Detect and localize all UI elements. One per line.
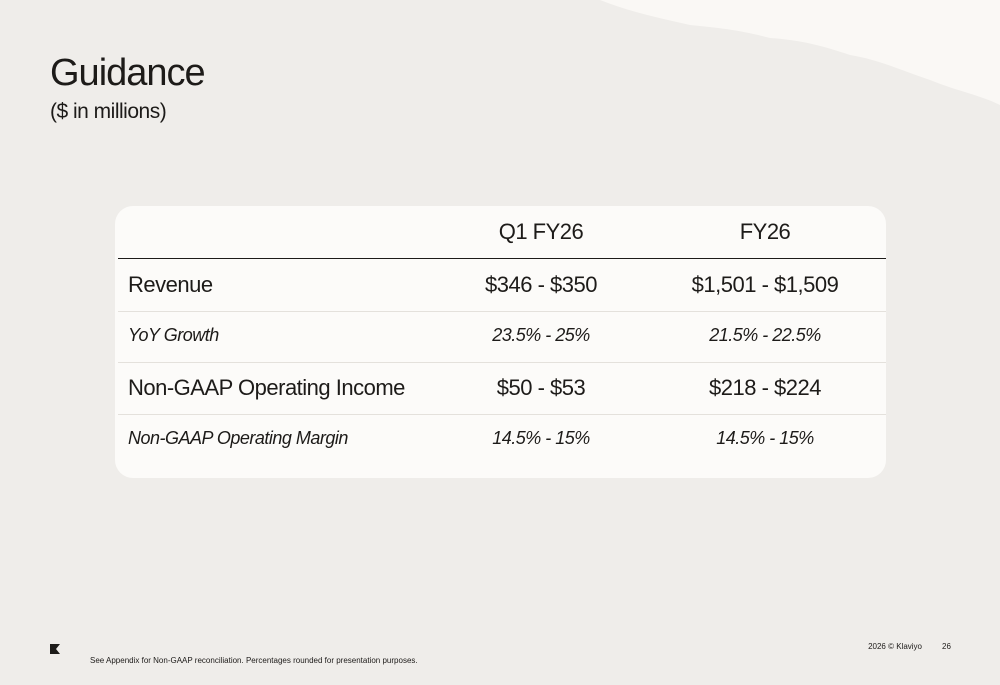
cell-value: 14.5% - 15%	[492, 427, 590, 448]
header-rule	[118, 258, 886, 259]
row-label: Non-GAAP Operating Income	[128, 375, 405, 400]
row-label: YoY Growth	[128, 324, 219, 345]
row-label: Non-GAAP Operating Margin	[128, 427, 348, 448]
column-header: FY26	[739, 219, 791, 244]
cell-value: $346 - $350	[485, 272, 597, 297]
subtitle: ($ in millions)	[50, 100, 167, 123]
cell-value: 23.5% - 25%	[492, 324, 590, 345]
table-card: Q1 FY26 FY26 Revenue $346 - $350 $1,501 - …	[115, 206, 886, 478]
cell-value: $218 - $224	[709, 375, 821, 400]
row-rule	[118, 362, 886, 363]
row-label: Revenue	[128, 272, 213, 297]
copyright: 2026 © Klaviyo	[868, 642, 922, 651]
page-number: 26	[942, 642, 951, 651]
cell-value: $50 - $53	[496, 375, 586, 400]
footnote: See Appendix for Non-GAAP reconciliation…	[90, 656, 418, 665]
title: Guidance	[50, 52, 206, 94]
cell-value: 14.5% - 15%	[716, 427, 814, 448]
row-rule	[118, 311, 886, 312]
cell-value: 21.5% - 22.5%	[709, 324, 821, 345]
column-header: Q1 FY26	[498, 219, 584, 244]
cell-value: $1,501 - $1,509	[691, 272, 839, 297]
row-rule	[118, 414, 886, 415]
